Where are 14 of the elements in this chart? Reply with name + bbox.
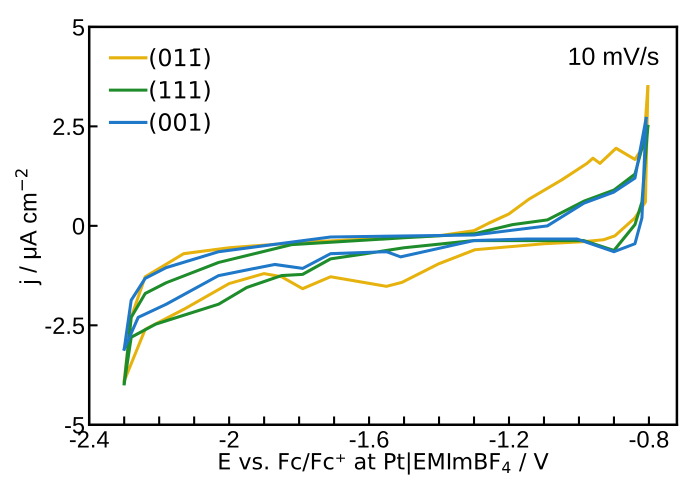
- x-axis-title: E vs. Fc/Fc⁺ at Pt|EMImBF$_{4}$ / V: [219, 452, 549, 475]
- annotation: 10 mV/s: [569, 46, 658, 66]
- x-tick-label: -2: [220, 430, 238, 448]
- y-tick-label: 2.5: [53, 118, 84, 136]
- x-tick-label: -1.6: [350, 430, 388, 448]
- y-tick-label: 0: [72, 218, 84, 235]
- y-tick-label: 5: [72, 19, 84, 36]
- legend-label: (111): [150, 80, 210, 102]
- legend-label: (011̄): [150, 48, 210, 70]
- x-tick-label: -1.2: [490, 430, 528, 448]
- y-tick-label: -2.5: [45, 317, 84, 334]
- y-axis-title: j / μA cm$^{−2}$: [15, 169, 42, 286]
- x-tick-label: -0.8: [630, 430, 668, 448]
- legend-label: (001): [150, 112, 210, 134]
